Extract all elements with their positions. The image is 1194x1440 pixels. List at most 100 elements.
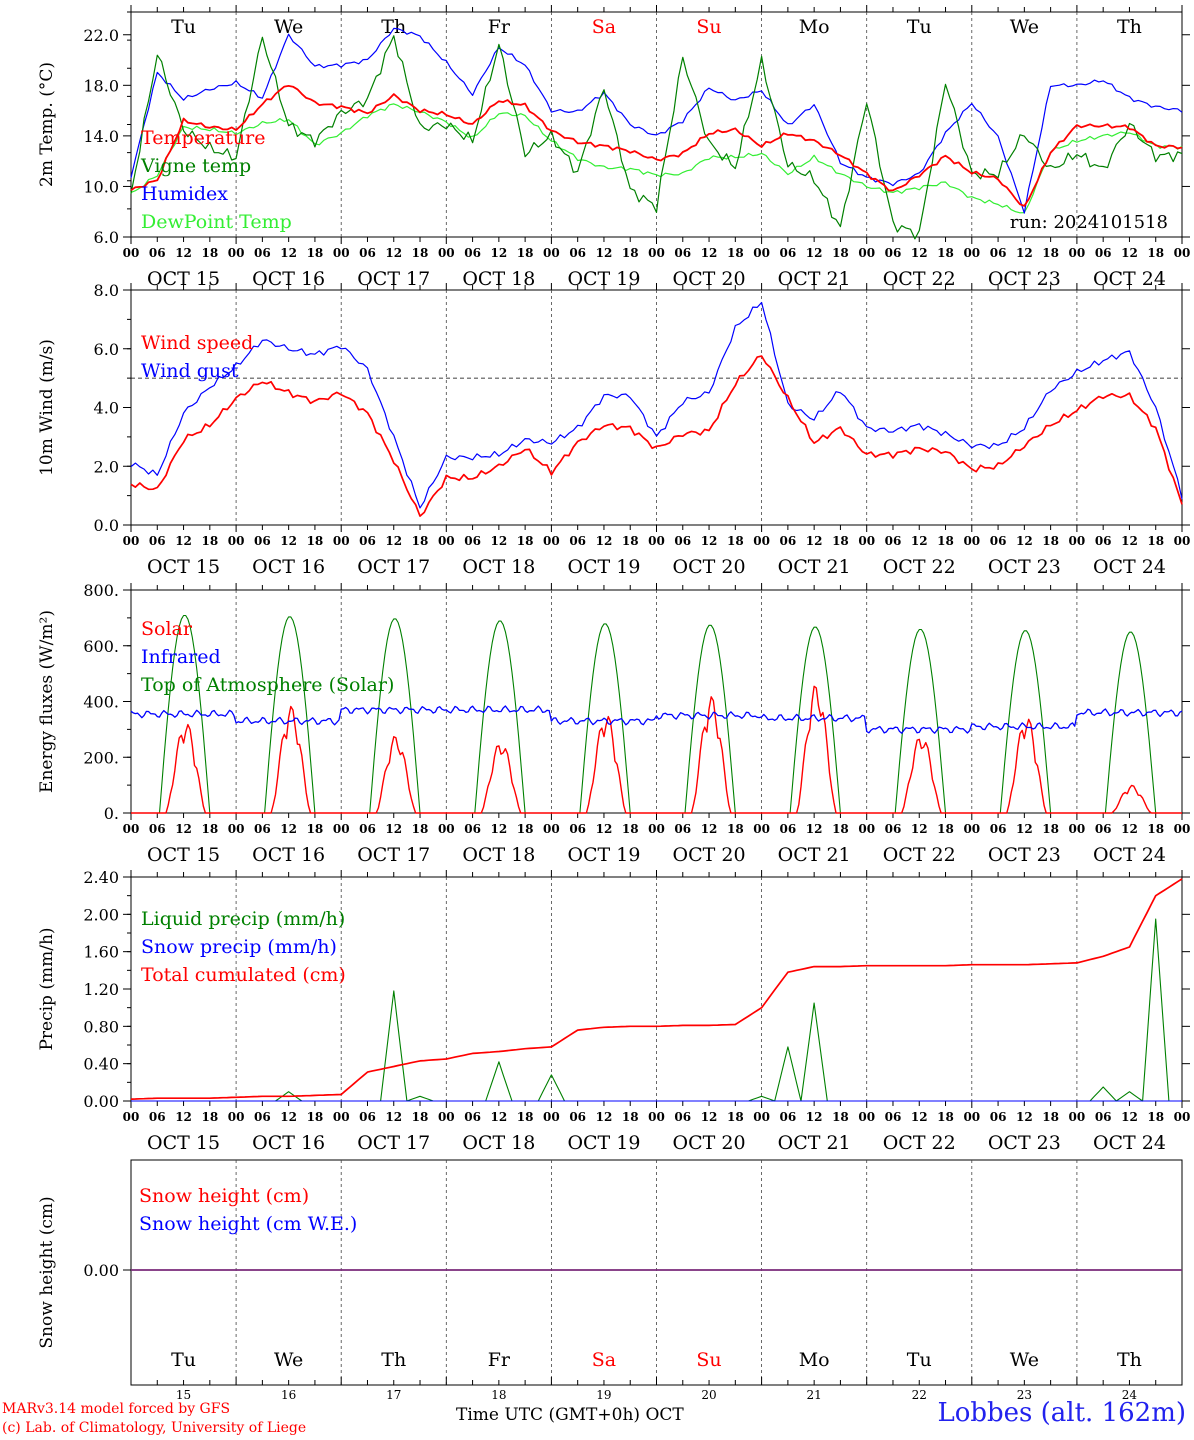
date-label: OCT 17: [357, 556, 430, 578]
y-tick-label: 1.20: [83, 980, 119, 999]
hour-tick-label: 06: [464, 822, 481, 836]
hour-tick-label: 12: [596, 534, 613, 548]
hour-tick-label: 00: [438, 822, 455, 836]
hour-tick-label: 00: [123, 534, 140, 548]
credit-line-2: (c) Lab. of Climatology, University of L…: [2, 1420, 307, 1436]
day-number-label: 17: [386, 1388, 401, 1402]
hour-tick-label: 12: [1016, 246, 1033, 260]
hour-tick-label: 06: [149, 534, 166, 548]
hour-tick-label: 00: [543, 822, 560, 836]
date-label: OCT 16: [252, 556, 325, 578]
y-axis-label: Snow height (cm): [37, 1196, 57, 1348]
hour-tick-label: 00: [963, 822, 980, 836]
hour-tick-label: 00: [858, 1110, 875, 1124]
hour-tick-label: 06: [1095, 822, 1112, 836]
hour-tick-label: 12: [911, 246, 928, 260]
panel-2: 0.0 2.0 4.0 6.0 8.0: [94, 281, 1190, 535]
y-tick-label: 14.0: [83, 127, 119, 146]
legend-entry: Vigne temp: [140, 155, 251, 177]
hour-tick-label: 00: [1174, 246, 1191, 260]
hour-tick-label: 18: [517, 534, 534, 548]
date-label: OCT 17: [357, 1132, 430, 1154]
date-label: OCT 21: [778, 1132, 851, 1154]
hour-tick-label: 12: [280, 246, 297, 260]
hour-tick-label: 00: [753, 1110, 770, 1124]
hour-tick-label: 06: [674, 822, 691, 836]
hour-tick-label: 12: [385, 246, 402, 260]
hour-tick-label: 12: [911, 534, 928, 548]
series-infrared: [130, 705, 1183, 734]
date-label: OCT 19: [567, 844, 640, 866]
date-label: OCT 19: [567, 268, 640, 290]
legend-entry: Solar: [141, 618, 193, 640]
date-label: OCT 17: [357, 844, 430, 866]
hour-tick-label: 18: [201, 1110, 218, 1124]
date-label: OCT 15: [147, 556, 220, 578]
hour-tick-label: 00: [228, 534, 245, 548]
hour-tick-label: 18: [307, 534, 324, 548]
hour-tick-label: 00: [648, 246, 665, 260]
date-label: OCT 18: [462, 1132, 535, 1154]
hour-tick-label: 06: [674, 246, 691, 260]
legend-entry: Wind speed: [141, 332, 253, 354]
series-vigne-temp: [130, 35, 1183, 240]
date-label: OCT 24: [1093, 1132, 1166, 1154]
hour-tick-label: 12: [280, 534, 297, 548]
panel-3: 0. 200. 400. 600. 800.: [83, 581, 1190, 823]
hour-tick-label: 00: [858, 534, 875, 548]
hour-tick-label: 06: [359, 246, 376, 260]
hour-tick-label: 00: [438, 534, 455, 548]
hour-tick-label: 00: [543, 534, 560, 548]
hour-tick-label: 18: [937, 822, 954, 836]
hour-tick-label: 00: [1069, 534, 1086, 548]
date-label: OCT 21: [778, 844, 851, 866]
day-number-label: 15: [176, 1388, 191, 1402]
x-axis-label: Time UTC (GMT+0h) OCT: [456, 1405, 684, 1425]
y-tick-label: 6.0: [94, 340, 119, 359]
hour-tick-label: 06: [1095, 1110, 1112, 1124]
hour-tick-label: 06: [359, 534, 376, 548]
series-temperature: [130, 85, 1183, 207]
hour-tick-label: 12: [701, 246, 718, 260]
hour-tick-label: 18: [832, 534, 849, 548]
x-axis-1: 00 06 12 18 OCT 15 00 06 12 18 OCT 16 00 06 12 18 OCT …: [123, 246, 1191, 290]
hour-tick-label: 18: [307, 246, 324, 260]
hour-tick-label: 18: [517, 822, 534, 836]
hour-tick-label: 06: [464, 534, 481, 548]
hour-tick-label: 18: [517, 246, 534, 260]
hour-tick-label: 18: [727, 246, 744, 260]
hour-tick-label: 12: [1016, 822, 1033, 836]
y-tick-label: 22.0: [83, 26, 119, 45]
weekday-label: We: [1010, 1349, 1039, 1371]
hour-tick-label: 12: [1016, 534, 1033, 548]
date-label: OCT 16: [252, 268, 325, 290]
hour-tick-label: 18: [622, 822, 639, 836]
date-label: OCT 20: [673, 1132, 746, 1154]
hour-tick-label: 00: [648, 534, 665, 548]
x-axis-4: 00 06 12 18 OCT 15 00 06 12 18 OCT 16 00 06 12 18 OCT …: [123, 1110, 1191, 1154]
hour-tick-label: 18: [1042, 1110, 1059, 1124]
hour-tick-label: 00: [543, 1110, 560, 1124]
date-label: OCT 15: [147, 1132, 220, 1154]
y-tick-label: 8.0: [94, 281, 119, 300]
hour-tick-label: 18: [727, 1110, 744, 1124]
weekday-label: Th: [381, 1349, 406, 1371]
weekday-label: Sa: [592, 16, 616, 38]
date-label: OCT 20: [673, 844, 746, 866]
station-name: Lobbes (alt. 162m): [937, 1398, 1186, 1428]
hour-tick-label: 06: [1095, 246, 1112, 260]
y-tick-label: 0.: [104, 804, 119, 823]
y-tick-label: 200.: [83, 748, 119, 767]
hour-tick-label: 18: [1042, 246, 1059, 260]
hour-tick-label: 00: [123, 1110, 140, 1124]
hour-tick-label: 00: [1069, 246, 1086, 260]
credit-line-1: MARv3.14 model forced by GFS: [2, 1401, 231, 1417]
weekday-label: Th: [381, 16, 406, 38]
hour-tick-label: 12: [596, 822, 613, 836]
hour-tick-label: 18: [517, 1110, 534, 1124]
hour-tick-label: 00: [1174, 822, 1191, 836]
hour-tick-label: 06: [149, 246, 166, 260]
y-tick-label: 18.0: [83, 76, 119, 95]
weekday-label: We: [274, 1349, 303, 1371]
hour-tick-label: 00: [333, 534, 350, 548]
